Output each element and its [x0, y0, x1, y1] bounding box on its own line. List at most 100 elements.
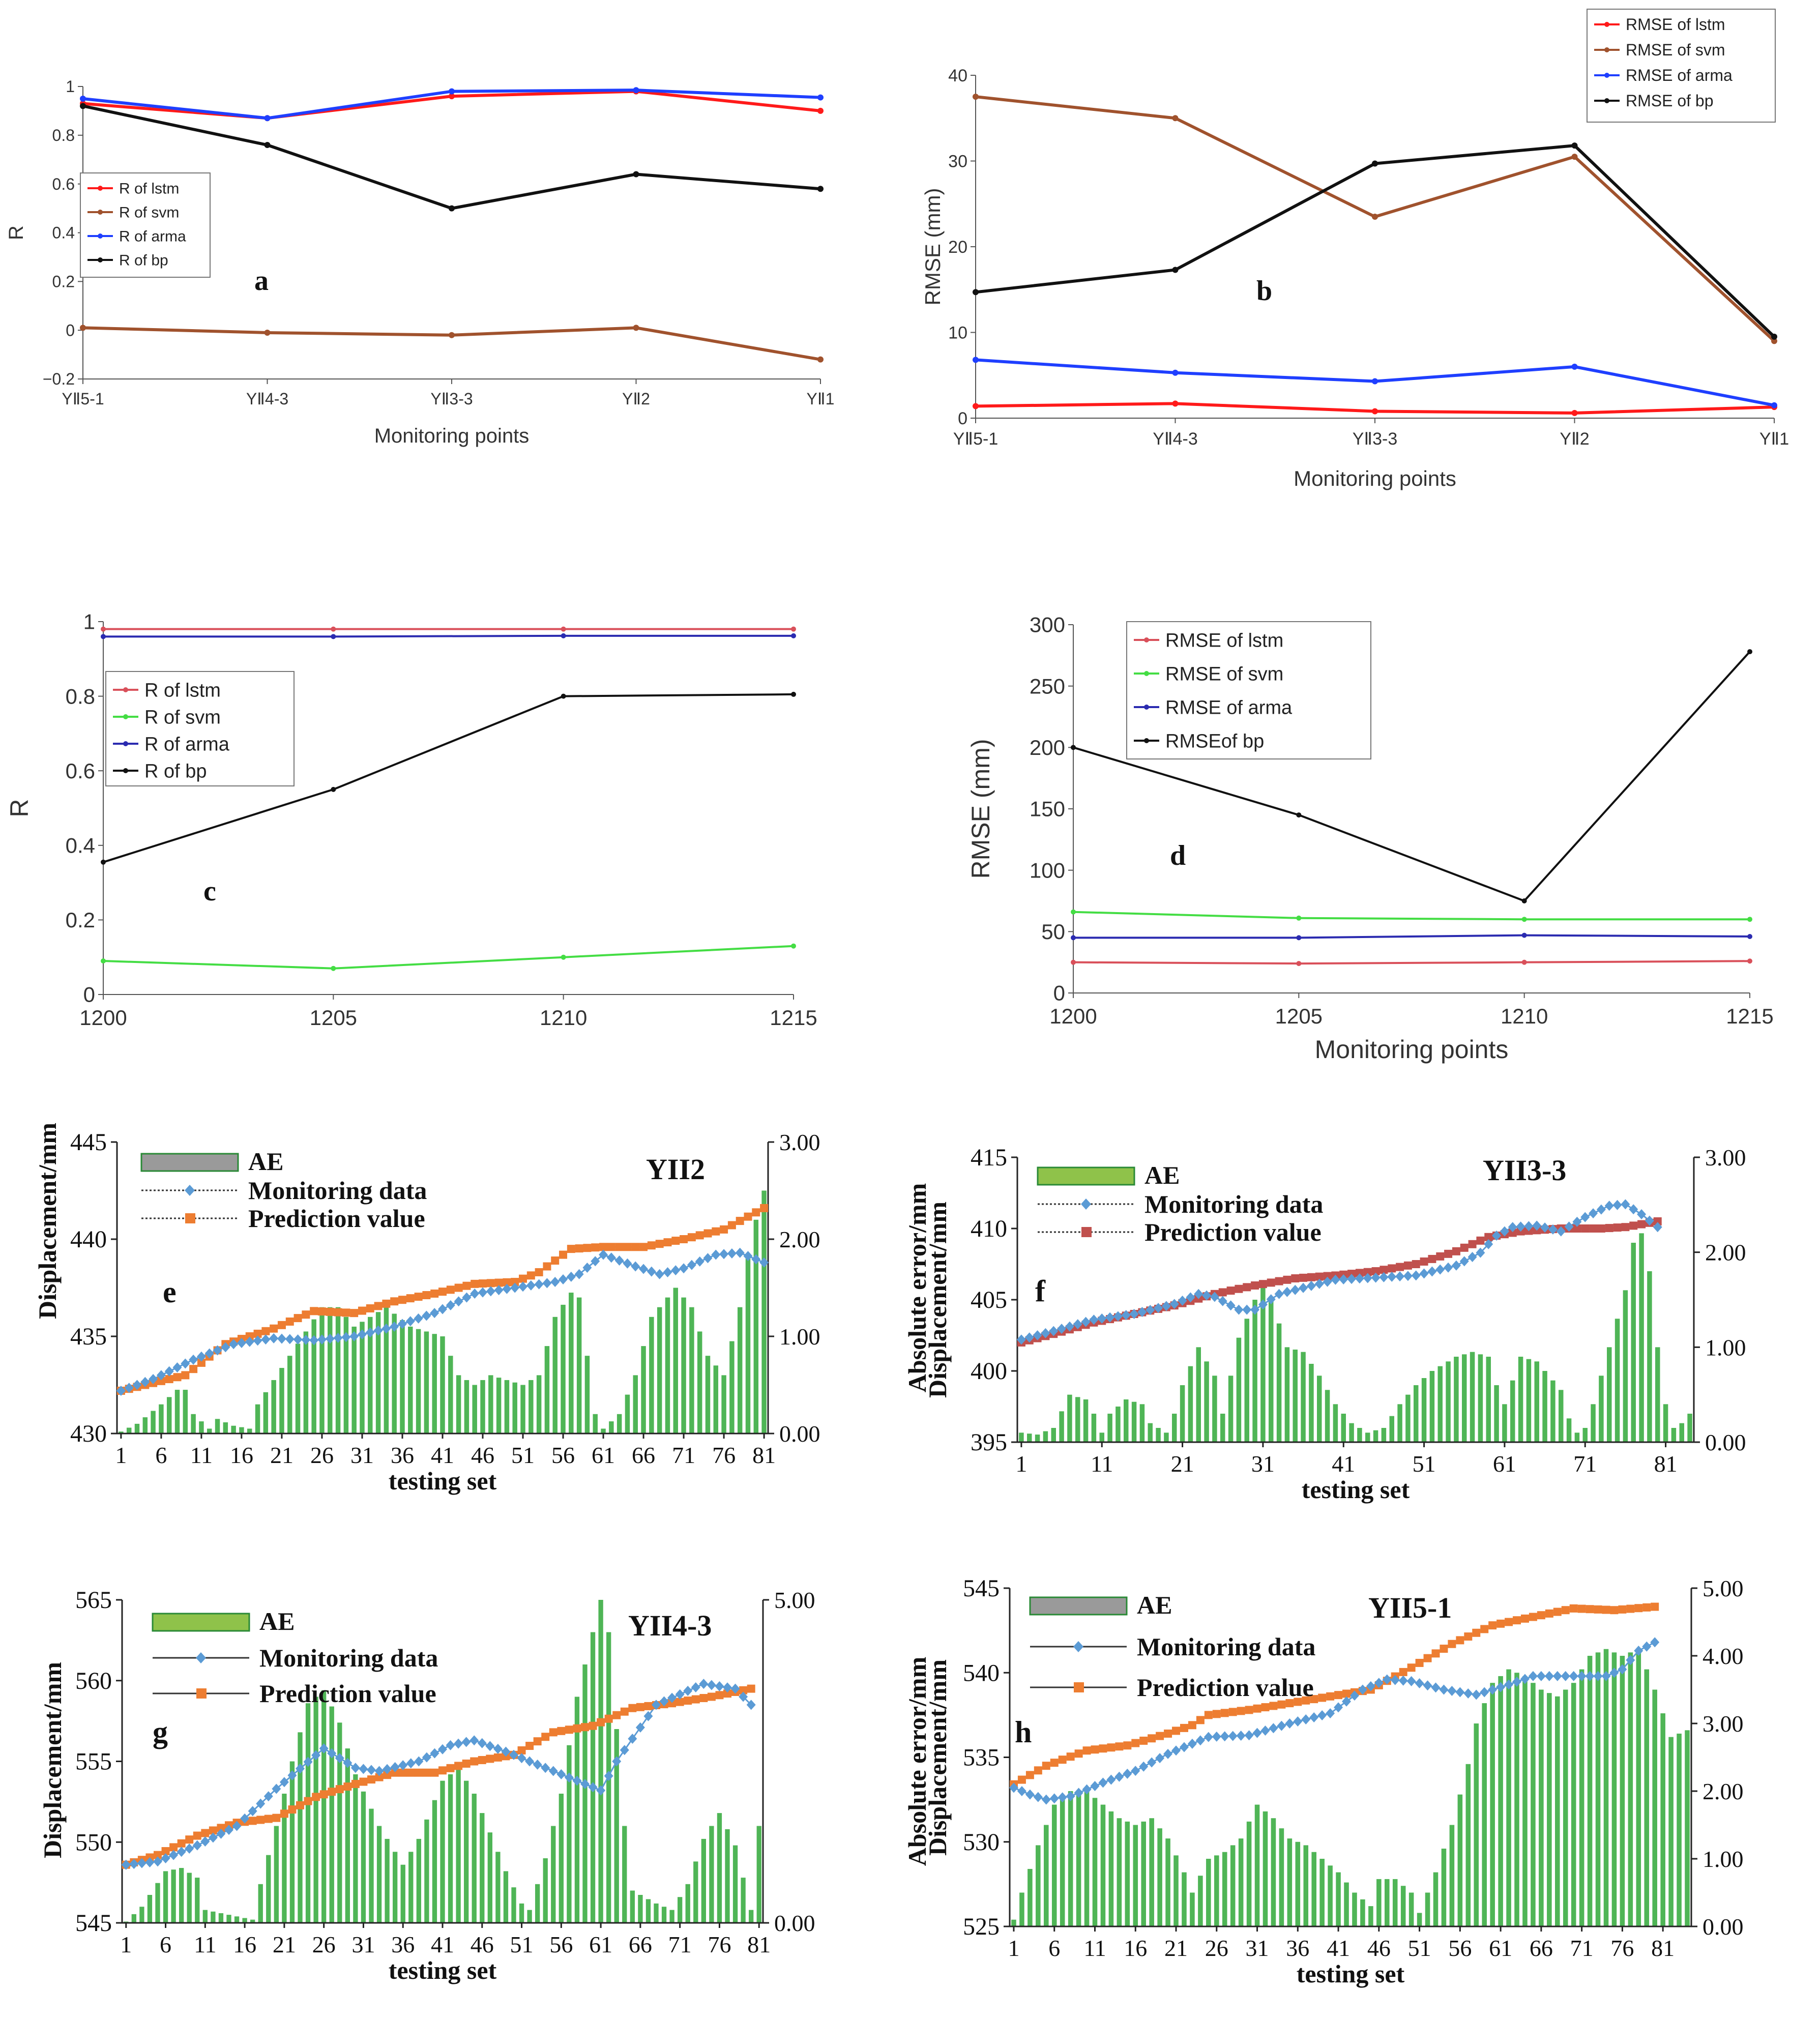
- ae-bar: [432, 1800, 437, 1923]
- x-tick-label: 76: [1610, 1935, 1634, 1961]
- legend: AE Monitoring data Prediction value: [1029, 1591, 1315, 1702]
- panel-label: f: [1035, 1274, 1046, 1308]
- prediction-point: [493, 1753, 502, 1762]
- data-point-rmse-of-svm: [1571, 154, 1578, 160]
- monitoring-point: [683, 1685, 693, 1696]
- data-point-r-of-lstm: [449, 93, 455, 100]
- ae-bar: [1019, 1432, 1024, 1442]
- x-tick-label: 1200: [1049, 1004, 1097, 1028]
- data-point-rmse-of-lstm: [1071, 959, 1076, 965]
- prediction-point: [277, 1321, 286, 1329]
- data-point-r-of-svm: [817, 356, 824, 363]
- data-point-r-of-svm: [561, 954, 566, 960]
- prediction-point: [628, 1704, 637, 1712]
- monitoring-point: [1090, 1781, 1100, 1792]
- monitoring-point: [229, 1339, 239, 1350]
- prediction-point: [1342, 1689, 1351, 1698]
- ae-bar: [1263, 1811, 1268, 1926]
- prediction-point: [1243, 1283, 1251, 1292]
- monitoring-point: [730, 1683, 740, 1694]
- ae-bar: [1591, 1404, 1596, 1442]
- legend-entry: Monitoring data: [1144, 1190, 1323, 1218]
- chart-title: YII2: [646, 1153, 705, 1186]
- ae-bar: [328, 1307, 333, 1434]
- legend-marker: [98, 257, 103, 262]
- ae-bar: [1421, 1378, 1427, 1442]
- prediction-point: [293, 1314, 302, 1323]
- x-tick-label: 56: [551, 1442, 575, 1468]
- ae-bar: [1117, 1818, 1122, 1926]
- monitoring-point: [478, 1287, 488, 1298]
- data-point-rmse-of-arma: [1747, 933, 1752, 939]
- x-tick-label: 56: [549, 1932, 573, 1957]
- ae-bar: [351, 1326, 357, 1434]
- ae-bar: [385, 1838, 390, 1923]
- monitoring-point: [1017, 1786, 1026, 1796]
- ae-bar: [1303, 1845, 1309, 1926]
- monitoring-point: [1451, 1260, 1461, 1271]
- x-tick-label: 1205: [310, 1006, 357, 1030]
- ae-bar: [1563, 1689, 1568, 1926]
- monitoring-point: [279, 1777, 289, 1788]
- prediction-point: [1294, 1698, 1302, 1706]
- monitoring-point: [208, 1832, 218, 1843]
- ae-bar: [559, 1794, 564, 1923]
- ae-bar: [266, 1855, 271, 1923]
- ae-bar: [1139, 1404, 1145, 1442]
- ae-bar: [1260, 1280, 1266, 1442]
- prediction-point: [1123, 1741, 1132, 1750]
- prediction-point: [1399, 1668, 1407, 1676]
- prediction-point: [288, 1805, 297, 1814]
- ae-bar: [756, 1826, 761, 1923]
- ae-bar: [1376, 1879, 1382, 1926]
- prediction-point: [326, 1307, 334, 1316]
- prediction-point: [471, 1279, 479, 1288]
- ae-bar: [1341, 1414, 1346, 1442]
- y-tick-label: 1: [66, 77, 75, 96]
- data-point-r-of-svm: [633, 325, 639, 331]
- legend-entry: RMSE of svm: [1165, 663, 1283, 685]
- monitoring-point: [301, 1334, 311, 1345]
- ae-bar: [574, 1697, 580, 1923]
- monitoring-point: [1195, 1735, 1205, 1746]
- ae-bar: [1574, 1432, 1580, 1442]
- monitoring-point: [606, 1252, 616, 1263]
- ae-bar: [709, 1826, 714, 1923]
- prediction-point: [177, 1839, 186, 1848]
- data-point-r-of-arma: [817, 94, 824, 101]
- x-tick-label: 16: [233, 1932, 256, 1957]
- ae-bar: [305, 1703, 311, 1923]
- y-tick-label: 525: [963, 1913, 1000, 1940]
- monitoring-point: [655, 1269, 664, 1279]
- data-point-rmseof-bp: [1296, 812, 1302, 818]
- monitoring-point: [1355, 1273, 1364, 1284]
- ae-bar: [1180, 1385, 1185, 1442]
- ae-bar: [1198, 1876, 1203, 1926]
- monitoring-point: [422, 1752, 431, 1763]
- monitoring-point: [623, 1258, 632, 1269]
- ae-bar: [693, 1861, 698, 1923]
- legend-box: [1126, 621, 1371, 759]
- monitoring-point: [446, 1300, 455, 1310]
- legend-entry: R of bp: [144, 761, 207, 782]
- y-tick-label: 415: [971, 1144, 1007, 1171]
- monitoring-point: [462, 1292, 472, 1303]
- ae-bar: [745, 1259, 751, 1434]
- ae-bar: [1295, 1841, 1301, 1926]
- ae-bar: [1301, 1352, 1306, 1442]
- prediction-point: [335, 1785, 344, 1794]
- monitoring-point: [687, 1260, 696, 1270]
- prediction-point: [319, 1790, 328, 1799]
- prediction-point: [1651, 1602, 1659, 1611]
- monitoring-point: [269, 1333, 279, 1343]
- monitoring-point: [1382, 1674, 1392, 1685]
- monitoring-point: [559, 1274, 568, 1284]
- legend-entry: Monitoring data: [259, 1644, 438, 1672]
- ae-bar: [274, 1826, 279, 1923]
- ae-bar: [1534, 1361, 1539, 1442]
- ae-bar: [1165, 1838, 1170, 1926]
- y-axis-label: Displacement/mm: [33, 1123, 62, 1319]
- legend-marker-monitoring: [185, 1185, 195, 1196]
- monitoring-point: [675, 1689, 685, 1700]
- prediction-point: [604, 1714, 613, 1723]
